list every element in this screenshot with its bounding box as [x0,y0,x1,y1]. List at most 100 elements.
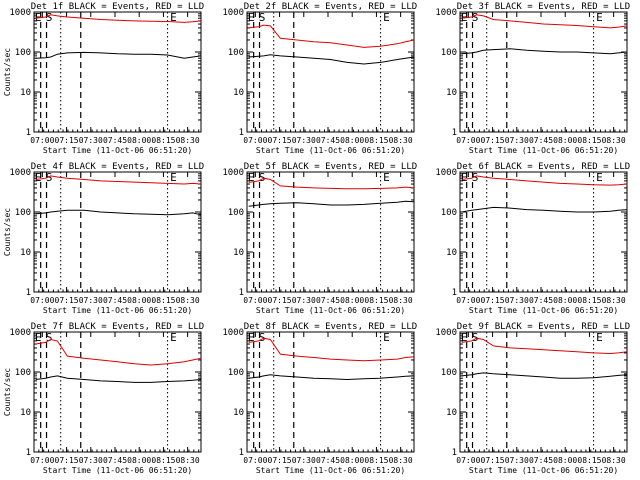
x-tick-label: 08:15 [577,136,601,145]
x-tick-label: 08:00 [340,456,364,465]
x-tick-label: 07:15 [268,296,292,305]
x-tick-label: 08:15 [364,296,388,305]
x-tick-label: 07:15 [481,456,505,465]
y-tick-label: 1 [452,448,457,458]
series-lld-line [461,337,628,355]
y-tick-label: 1000 [9,328,31,338]
event-marker-label: S [46,331,53,344]
x-axis-label: Start Time (11-Oct-06 06:51:20) [469,146,618,155]
x-tick-label: 07:00 [456,456,480,465]
panel-5: Det 5f BLACK = Events, RED = LLD 1 10 100 10… [222,162,417,315]
event-marker-label: S [46,171,53,184]
y-axis-label: Counts/sec [3,208,12,256]
x-tick-label: 08:00 [340,136,364,145]
panel-1: Det 1f BLACK = Events, RED = LLD 1 10 100 10… [3,2,204,155]
series-events-line [248,374,415,381]
event-marker-label: E [170,171,177,184]
y-tick-label: 1000 [435,8,457,18]
y-tick-label: 100 [15,368,31,378]
event-marker-label: E [248,171,255,184]
x-axis-label: Start Time (11-Oct-06 06:51:20) [469,306,618,315]
x-tick-label: 07:30 [79,136,103,145]
x-tick-label: 08:00 [127,136,151,145]
x-tick-label: 08:30 [602,456,626,465]
panel-title: Det 2f BLACK = Events, RED = LLD [244,2,417,12]
series-events-line [35,209,202,216]
y-tick-label: 1000 [222,328,244,338]
x-tick-label: 07:15 [55,296,79,305]
x-tick-label: 07:45 [103,296,127,305]
y-tick-label: 1000 [435,168,457,178]
y-tick-label: 10 [446,248,457,258]
series-lld-line [248,24,415,48]
y-tick-label: 10 [446,88,457,98]
x-tick-label: 08:30 [176,136,200,145]
panel-2: Det 2f BLACK = Events, RED = LLD 1 10 100 10… [222,2,417,155]
x-tick-label: 07:00 [243,456,267,465]
x-tick-label: 08:00 [553,136,577,145]
x-tick-label: 08:30 [602,136,626,145]
x-axis-label: Start Time (11-Oct-06 06:51:20) [43,146,192,155]
y-tick-label: 100 [228,368,244,378]
event-marker-label: E [461,171,468,184]
y-tick-label: 100 [441,48,457,58]
event-marker-label: S [259,331,266,344]
y-tick-label: 1000 [435,328,457,338]
x-tick-label: 07:00 [243,296,267,305]
plot-frame [33,171,202,293]
series-lld-line [35,338,202,366]
event-marker-label: E [35,331,42,344]
y-tick-label: 1000 [222,168,244,178]
plot-frame [33,331,202,453]
x-tick-label: 08:00 [553,296,577,305]
plot-frame [246,171,415,293]
x-tick-label: 07:30 [79,296,103,305]
panel-title: Det 1f BLACK = Events, RED = LLD [31,2,204,12]
x-tick-label: 08:30 [389,456,413,465]
event-marker-label: E [248,331,255,344]
panel-4: Det 4f BLACK = Events, RED = LLD 1 10 100 10… [3,162,204,315]
panel-title: Det 8f BLACK = Events, RED = LLD [244,322,417,332]
x-tick-label: 08:30 [389,296,413,305]
x-tick-label: 08:15 [577,296,601,305]
x-tick-label: 07:45 [103,456,127,465]
event-marker-label: E [248,11,255,24]
x-tick-label: 07:45 [529,136,553,145]
y-axis-label: Counts/sec [3,48,12,96]
x-tick-label: 08:30 [176,456,200,465]
series-events-line [35,375,202,383]
plot-frame [33,11,202,133]
x-tick-label: 07:00 [456,296,480,305]
y-tick-label: 10 [20,408,31,418]
y-tick-label: 1 [239,128,244,138]
x-tick-label: 08:15 [151,456,175,465]
y-tick-label: 1 [26,448,31,458]
x-tick-label: 07:15 [55,136,79,145]
series-lld-line [35,175,202,185]
event-marker-label: E [596,331,603,344]
x-tick-label: 07:00 [30,296,54,305]
x-tick-label: 08:30 [176,296,200,305]
y-tick-label: 1 [26,288,31,298]
series-events-line [461,372,628,379]
panel-title: Det 3f BLACK = Events, RED = LLD [457,2,630,12]
x-tick-label: 07:30 [292,456,316,465]
x-tick-label: 08:15 [364,456,388,465]
x-tick-label: 07:30 [505,136,529,145]
x-tick-label: 07:15 [481,136,505,145]
y-tick-label: 100 [228,48,244,58]
x-tick-label: 07:00 [30,136,54,145]
y-tick-label: 1000 [222,8,244,18]
event-marker-label: E [383,11,390,24]
y-tick-label: 100 [441,208,457,218]
x-axis-label: Start Time (11-Oct-06 06:51:20) [43,466,192,475]
event-marker-label: E [461,331,468,344]
x-tick-label: 08:30 [389,136,413,145]
event-marker-label: E [170,331,177,344]
y-tick-label: 10 [233,408,244,418]
series-events-line [461,48,628,55]
x-tick-label: 07:30 [505,296,529,305]
panel-title: Det 7f BLACK = Events, RED = LLD [31,322,204,332]
x-tick-label: 08:15 [151,136,175,145]
y-tick-label: 1 [452,128,457,138]
